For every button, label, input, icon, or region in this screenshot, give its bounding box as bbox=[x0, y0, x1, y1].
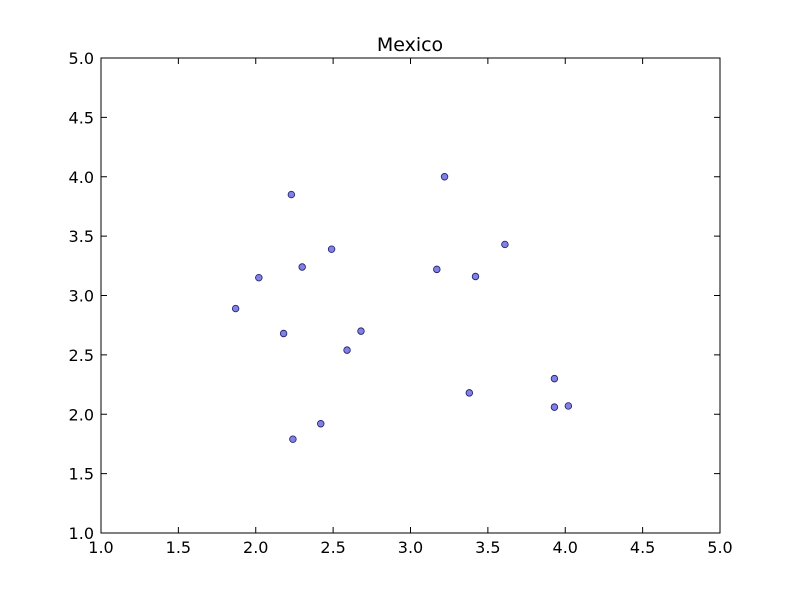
scatter-point bbox=[465, 389, 474, 397]
scatter-point bbox=[327, 245, 336, 253]
scatter-point bbox=[231, 304, 240, 313]
x-tick-label: 2.0 bbox=[243, 538, 268, 557]
scatter-point bbox=[550, 403, 559, 411]
x-tick-label: 3.0 bbox=[398, 538, 423, 557]
x-tick-label: 4.0 bbox=[553, 538, 578, 557]
scatter-point bbox=[317, 420, 325, 428]
x-tick-label: 3.5 bbox=[475, 538, 500, 557]
x-tick-label: 5.0 bbox=[707, 538, 732, 557]
y-tick-label: 4.0 bbox=[69, 168, 94, 187]
scatter-point bbox=[255, 273, 263, 282]
scatter-point bbox=[289, 435, 297, 443]
plot-area: 1.0 1.5 2.0 2.5 3.0 3.5 4.0 4.5 5.0 1.0 1.5 2.0 2.5 3… bbox=[69, 49, 733, 557]
scatter-point bbox=[564, 402, 573, 410]
y-tick-label: 5.0 bbox=[69, 49, 94, 68]
x-tick-label: 1.5 bbox=[166, 538, 191, 557]
scatter-point bbox=[343, 346, 351, 354]
scatter-point bbox=[357, 327, 365, 335]
y-tick-label: 2.5 bbox=[69, 346, 94, 365]
y-tick-label: 4.5 bbox=[69, 108, 94, 127]
scatter-point bbox=[287, 190, 296, 199]
x-tick-label: 1.0 bbox=[88, 538, 113, 557]
scatter-point bbox=[279, 329, 288, 338]
y-tick-label: 3.5 bbox=[69, 227, 94, 246]
scatter-point bbox=[501, 240, 509, 249]
y-tick-label: 1.0 bbox=[69, 524, 94, 543]
y-tick-label: 3.0 bbox=[69, 287, 94, 306]
scatter-point bbox=[433, 265, 441, 274]
scatter-point bbox=[550, 374, 559, 383]
scatter-point bbox=[440, 173, 449, 181]
x-tick-label: 2.5 bbox=[320, 538, 345, 557]
y-tick-label: 2.0 bbox=[69, 405, 94, 424]
chart-title: Mexico bbox=[377, 34, 443, 56]
scatter-point bbox=[471, 272, 480, 281]
scatter-point bbox=[298, 263, 306, 271]
x-tick-label: 4.5 bbox=[630, 538, 655, 557]
y-tick-label: 1.5 bbox=[69, 465, 94, 484]
